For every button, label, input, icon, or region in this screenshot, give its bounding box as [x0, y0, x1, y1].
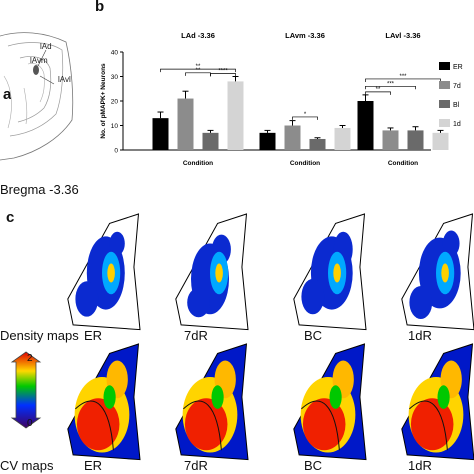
- color-scale-min: 0: [27, 418, 33, 429]
- density-peak: [107, 263, 115, 283]
- significance-bracket: [365, 91, 391, 95]
- density-blob: [187, 287, 211, 318]
- panel-label-a: a: [3, 86, 12, 103]
- significance-bracket: [365, 78, 441, 82]
- density-label-bc: BC: [304, 328, 323, 343]
- legend-swatch: [439, 81, 450, 89]
- bar: [407, 130, 424, 150]
- legend-label: 1d: [453, 121, 461, 128]
- significance-bracket: [160, 68, 236, 73]
- group-xlabel: Condition: [290, 160, 320, 167]
- density-label-7dr: 7dR: [184, 328, 208, 343]
- y-tick-label: 40: [111, 50, 119, 57]
- atlas-section-drawing: lAd lAvm lAvl: [0, 32, 74, 161]
- significance-label: **: [196, 64, 201, 70]
- legend-label: 7d: [453, 83, 461, 90]
- cv-region-red: [302, 398, 346, 451]
- density-map-outline: [175, 213, 249, 331]
- significance-label: ****: [218, 69, 228, 75]
- y-tick-label: 0: [114, 148, 118, 155]
- cv-label-er: ER: [84, 458, 103, 473]
- density-peak: [215, 263, 223, 283]
- bar: [177, 98, 194, 150]
- density-map-outline: [401, 213, 474, 331]
- significance-label: ***: [399, 74, 407, 80]
- bar: [202, 132, 219, 150]
- bar: [357, 101, 374, 150]
- significance-label: *: [304, 112, 307, 118]
- bregma-label: Bregma -3.36: [0, 182, 79, 197]
- cv-region-green: [211, 385, 224, 409]
- legend-swatch: [439, 62, 450, 70]
- bar: [432, 132, 449, 150]
- significance-label: **: [196, 68, 201, 74]
- density-label-1dr: 1dR: [408, 328, 432, 343]
- group-title: LAd -3.36: [181, 31, 215, 40]
- cv-region-green: [103, 385, 116, 409]
- cv-subdivision-line: [301, 400, 340, 451]
- y-tick-label: 30: [111, 74, 119, 81]
- legend-swatch: [439, 100, 450, 108]
- legend-swatch: [439, 119, 450, 127]
- cv-label-1dr: 1dR: [408, 458, 432, 473]
- density-maps-label: Density maps: [0, 328, 79, 343]
- bar: [227, 81, 244, 150]
- y-axis-label: No. of pMAPK+ Neurons: [100, 63, 107, 139]
- cv-subdivision-line: [409, 400, 448, 451]
- legend-label: Bl: [453, 102, 460, 109]
- density-blob: [75, 281, 99, 317]
- density-blob: [409, 285, 433, 320]
- group-title: LAvm -3.36: [285, 31, 325, 40]
- bar: [152, 118, 169, 150]
- cv-label-7dr: 7dR: [184, 458, 208, 473]
- density-blob: [442, 230, 460, 257]
- significance-bracket: [210, 73, 236, 77]
- y-tick-label: 20: [111, 99, 119, 106]
- color-scale-max: 2: [27, 353, 33, 364]
- group-xlabel: Condition: [183, 160, 213, 167]
- density-peak: [441, 263, 449, 283]
- density-map-outline: [67, 213, 141, 331]
- group-title: LAvl -3.36: [385, 31, 420, 40]
- panel-label-b: b: [95, 0, 105, 15]
- atlas-label-lavl: lAvl: [58, 75, 71, 84]
- density-peak: [333, 263, 341, 283]
- significance-bracket: [292, 116, 318, 120]
- pmapk-bar-chart: 0 10 20 30 40 No. of pMAPK+ Neurons LAd -3.36 C…: [100, 31, 463, 167]
- color-scale-arrow: [10, 351, 42, 429]
- group-xlabel: Condition: [388, 160, 418, 167]
- y-tick-label: 10: [111, 123, 119, 130]
- cv-subdivision-line: [75, 400, 114, 451]
- heat-maps-figure: [10, 213, 474, 461]
- bar: [334, 127, 351, 150]
- panel-label-c: c: [6, 209, 15, 226]
- bar: [382, 130, 399, 150]
- cv-maps-label: CV maps: [0, 458, 54, 473]
- significance-label: **: [376, 87, 381, 93]
- density-blob: [301, 278, 325, 315]
- significance-label: ***: [387, 81, 395, 87]
- density-label-er: ER: [84, 328, 103, 343]
- atlas-label-lad: lAd: [40, 42, 52, 51]
- significance-bracket: [365, 85, 416, 90]
- bar: [309, 138, 326, 150]
- cv-region-green: [329, 385, 342, 409]
- bar: [259, 132, 276, 150]
- atlas-label-lavm: lAvm: [30, 56, 48, 65]
- density-blob: [109, 231, 125, 256]
- cv-region-green: [437, 385, 450, 409]
- cv-region-red: [76, 398, 120, 451]
- cv-region-red: [184, 398, 228, 451]
- density-map-outline: [293, 213, 367, 331]
- cv-region-red: [410, 398, 454, 451]
- cv-subdivision-line: [183, 400, 222, 451]
- legend-label: ER: [453, 64, 463, 71]
- bar: [284, 125, 301, 150]
- cv-label-bc: BC: [304, 458, 323, 473]
